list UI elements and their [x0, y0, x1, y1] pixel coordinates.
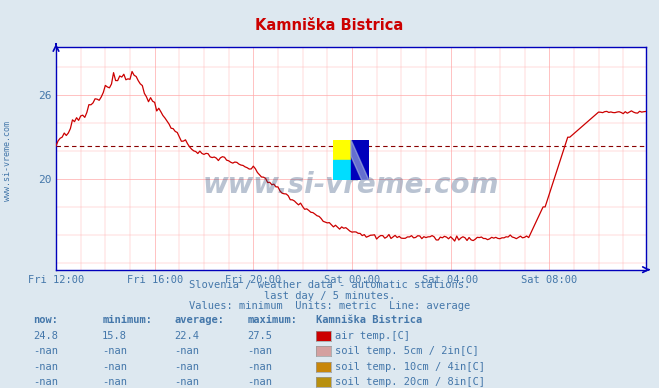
Text: -nan: -nan [247, 362, 272, 372]
Text: 15.8: 15.8 [102, 331, 127, 341]
Text: Slovenia / weather data - automatic stations.: Slovenia / weather data - automatic stat… [189, 280, 470, 290]
Text: now:: now: [33, 315, 58, 325]
Text: 27.5: 27.5 [247, 331, 272, 341]
Text: -nan: -nan [33, 346, 58, 356]
Text: air temp.[C]: air temp.[C] [335, 331, 410, 341]
Text: -nan: -nan [247, 346, 272, 356]
Text: www.si-vreme.com: www.si-vreme.com [203, 171, 499, 199]
Text: soil temp. 20cm / 8in[C]: soil temp. 20cm / 8in[C] [335, 377, 485, 387]
Text: -nan: -nan [102, 377, 127, 387]
Text: www.si-vreme.com: www.si-vreme.com [3, 121, 13, 201]
Text: minimum:: minimum: [102, 315, 152, 325]
Text: 22.4: 22.4 [175, 331, 200, 341]
Text: last day / 5 minutes.: last day / 5 minutes. [264, 291, 395, 301]
Text: soil temp. 10cm / 4in[C]: soil temp. 10cm / 4in[C] [335, 362, 485, 372]
Text: -nan: -nan [102, 362, 127, 372]
Bar [333, 140, 351, 160]
Text: -nan: -nan [175, 377, 200, 387]
Text: average:: average: [175, 315, 225, 325]
Text: 24.8: 24.8 [33, 331, 58, 341]
Bar [351, 140, 369, 180]
Text: -nan: -nan [175, 346, 200, 356]
Text: maximum:: maximum: [247, 315, 297, 325]
Polygon shape [351, 140, 369, 180]
Text: soil temp. 5cm / 2in[C]: soil temp. 5cm / 2in[C] [335, 346, 478, 356]
Text: -nan: -nan [175, 362, 200, 372]
Text: Kamniška Bistrica: Kamniška Bistrica [256, 18, 403, 33]
Bar [333, 160, 351, 180]
Text: -nan: -nan [33, 362, 58, 372]
Text: Values: minimum  Units: metric  Line: average: Values: minimum Units: metric Line: aver… [189, 301, 470, 311]
Text: Kamniška Bistrica: Kamniška Bistrica [316, 315, 422, 325]
Text: -nan: -nan [102, 346, 127, 356]
Text: -nan: -nan [33, 377, 58, 387]
Text: -nan: -nan [247, 377, 272, 387]
